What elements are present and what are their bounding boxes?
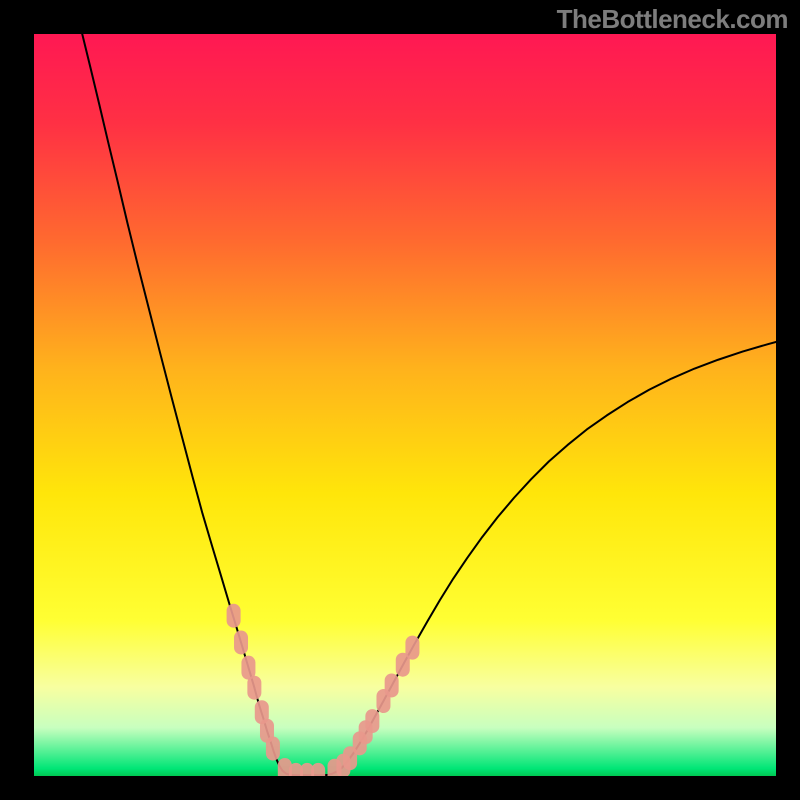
watermark-text: TheBottleneck.com bbox=[557, 4, 788, 35]
data-marker bbox=[247, 676, 261, 700]
plot-area bbox=[34, 34, 776, 776]
data-marker bbox=[227, 604, 241, 628]
data-marker bbox=[266, 737, 280, 761]
chart-svg bbox=[34, 34, 776, 776]
data-marker bbox=[385, 673, 399, 697]
data-marker bbox=[405, 636, 419, 660]
chart-frame: TheBottleneck.com bbox=[0, 0, 800, 800]
data-marker bbox=[234, 630, 248, 654]
data-marker bbox=[365, 709, 379, 733]
